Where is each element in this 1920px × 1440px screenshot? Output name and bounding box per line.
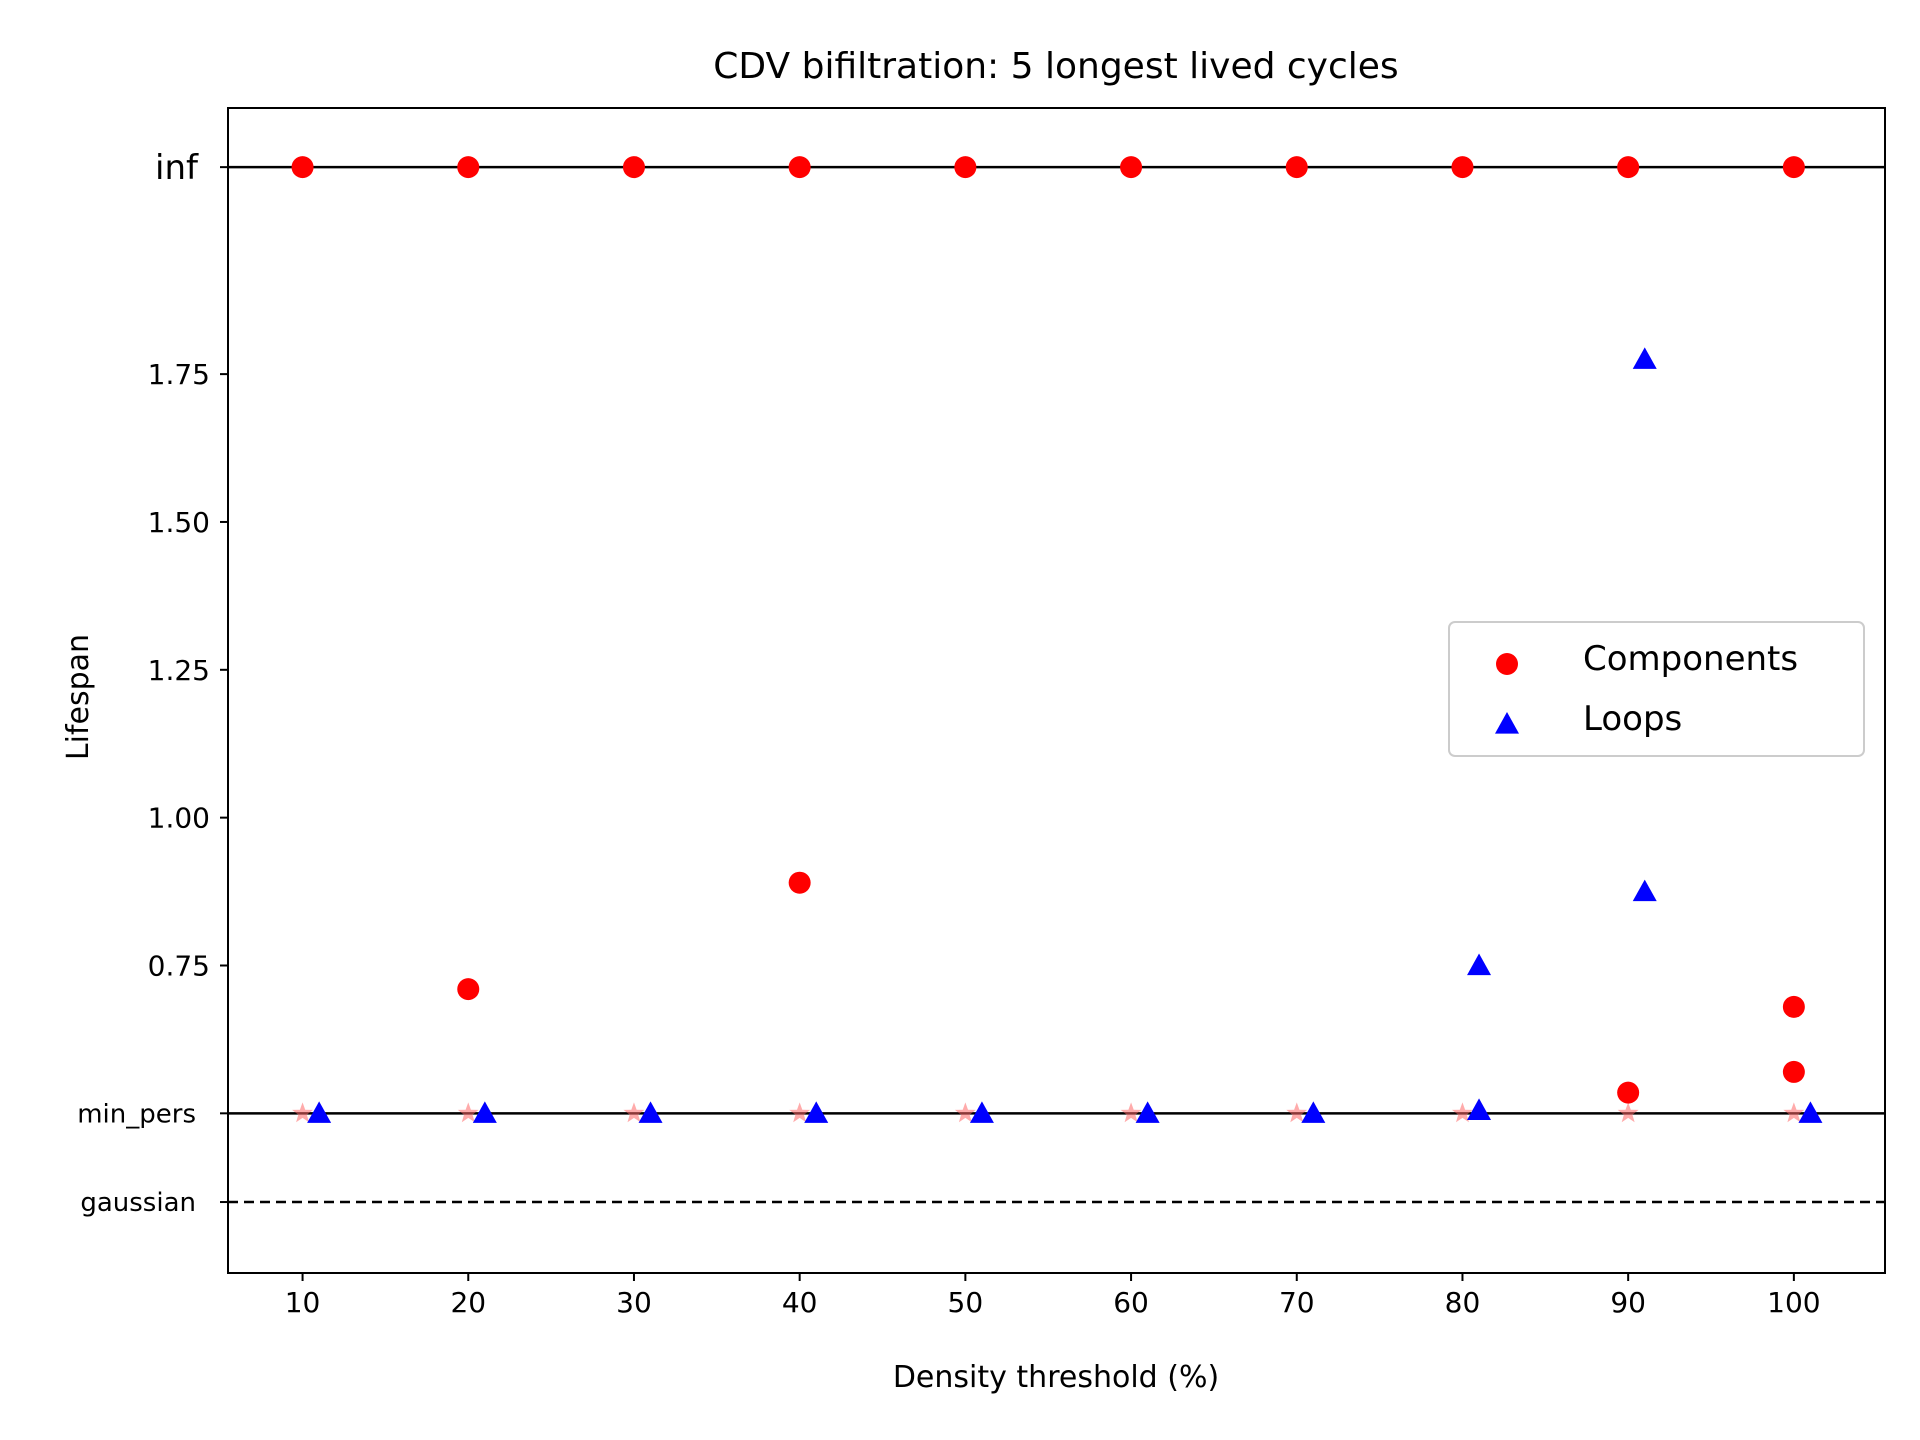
min-pers-star-marker — [954, 1102, 976, 1123]
x-tick-label: 80 — [1445, 1286, 1481, 1319]
min-pers-star-marker — [789, 1102, 811, 1123]
min-pers-star-marker — [1286, 1102, 1308, 1123]
x-tick-label: 90 — [1610, 1286, 1646, 1319]
reference-line-label: min_pers — [77, 1099, 196, 1129]
component-point — [1782, 1060, 1805, 1083]
legend: Components Loops — [1448, 621, 1865, 757]
component-point — [1617, 156, 1640, 179]
x-tick-label: 60 — [1113, 1286, 1149, 1319]
loop-point — [1135, 1101, 1160, 1123]
legend-label-components: Components — [1583, 639, 1798, 679]
x-tick-label: 30 — [616, 1286, 652, 1319]
component-point — [1782, 995, 1805, 1018]
y-axis-label: Lifespan — [61, 634, 96, 760]
y-tick-label: 1.50 — [148, 506, 210, 539]
plot-frame — [227, 107, 1886, 1274]
loop-point — [969, 1101, 994, 1123]
x-axis-label: Density threshold (%) — [893, 1360, 1219, 1395]
component-point — [954, 156, 977, 179]
reference-line-label: inf — [155, 148, 199, 188]
component-point — [1285, 156, 1308, 179]
legend-box — [1448, 621, 1865, 757]
x-tick-label: 10 — [285, 1286, 321, 1319]
reference-line-label: gaussian — [80, 1188, 196, 1218]
x-tick-label: 50 — [948, 1286, 984, 1319]
loop-point — [638, 1101, 663, 1123]
y-tick-label: 1.00 — [148, 802, 210, 835]
chart-title: CDV bifiltration: 5 longest lived cycles — [713, 46, 1398, 87]
min-pers-star-marker — [1617, 1102, 1639, 1123]
x-tick-label: 20 — [450, 1286, 486, 1319]
x-tick-label: 100 — [1767, 1286, 1820, 1319]
min-pers-star-marker — [292, 1102, 314, 1123]
loop-point — [1632, 879, 1657, 902]
loop-point — [1798, 1101, 1823, 1123]
y-tick-label: 1.75 — [148, 358, 210, 391]
min-pers-star-marker — [1120, 1102, 1142, 1123]
component-point — [788, 156, 811, 179]
loop-point — [804, 1101, 829, 1123]
loop-point — [472, 1101, 497, 1123]
component-point — [1120, 156, 1143, 179]
component-point — [788, 871, 811, 894]
loop-point — [1467, 1098, 1492, 1120]
loop-point — [1301, 1101, 1326, 1123]
y-tick-label: 0.75 — [148, 949, 210, 982]
loop-point — [307, 1101, 332, 1123]
component-point — [457, 978, 480, 1001]
legend-marker-loops — [1495, 712, 1519, 734]
component-point — [457, 156, 480, 179]
legend-label-loops: Loops — [1583, 699, 1682, 739]
min-pers-star-marker — [457, 1102, 479, 1123]
loop-point — [1632, 347, 1657, 369]
min-pers-star-marker — [623, 1102, 645, 1123]
component-point — [1782, 156, 1805, 179]
min-pers-star-marker — [1783, 1102, 1805, 1123]
component-point — [622, 156, 645, 179]
component-point — [291, 156, 314, 179]
x-tick-label: 40 — [782, 1286, 818, 1319]
y-tick-label: 1.25 — [148, 654, 210, 687]
component-point — [1617, 1081, 1640, 1104]
x-tick-label: 70 — [1279, 1286, 1315, 1319]
loop-point — [1467, 953, 1492, 976]
legend-marker-components — [1496, 653, 1518, 675]
plot-area: 10 20 30 40 50 60 70 80 90 100 0.75 1.00 1.25 1.50 1.7… — [77, 148, 1885, 1319]
min-pers-star-marker — [1452, 1102, 1473, 1123]
component-point — [1451, 156, 1474, 179]
